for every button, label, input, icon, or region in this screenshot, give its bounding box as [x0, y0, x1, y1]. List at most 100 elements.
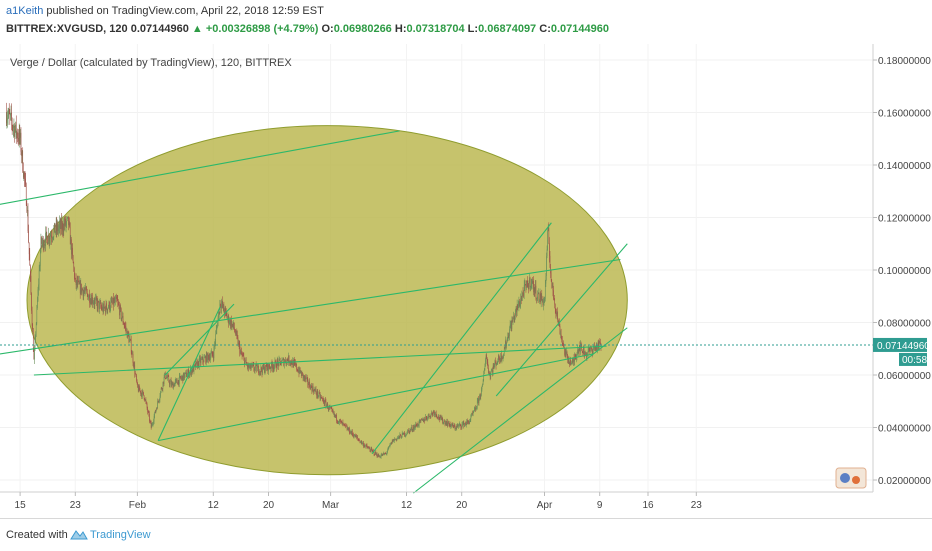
- candle-body: [108, 307, 109, 309]
- trendline[interactable]: [33, 345, 607, 376]
- candle-body: [114, 300, 116, 303]
- candle-body: [173, 384, 175, 387]
- candle-body: [254, 369, 255, 371]
- candle-body: [12, 126, 14, 129]
- candle-body: [264, 370, 266, 373]
- candle-body: [590, 347, 592, 349]
- candle-body: [368, 447, 370, 449]
- candle-body: [407, 430, 408, 434]
- candle-body: [153, 416, 155, 422]
- candle-body: [314, 389, 316, 391]
- trendline[interactable]: [0, 130, 400, 205]
- candle-body: [235, 332, 236, 335]
- candle-body: [232, 322, 234, 326]
- candle-body: [373, 451, 375, 455]
- candle-body: [332, 410, 334, 413]
- candle-body: [503, 353, 504, 356]
- candle-body: [93, 302, 95, 305]
- candle-body: [60, 219, 62, 229]
- candle-body: [451, 423, 453, 426]
- candle-body: [46, 231, 48, 237]
- candle-body: [442, 417, 443, 423]
- candle-body: [237, 334, 238, 338]
- candle-body: [511, 320, 513, 329]
- candle-body: [357, 438, 359, 440]
- candle-body: [88, 297, 89, 300]
- trendline[interactable]: [495, 243, 628, 397]
- candle-body: [299, 367, 300, 374]
- candle-body: [310, 384, 311, 390]
- candle-body: [492, 369, 493, 373]
- candle-body: [351, 431, 353, 434]
- candle-body: [264, 366, 265, 373]
- candle-body: [55, 223, 57, 232]
- candle-body: [539, 299, 540, 302]
- candle-body: [272, 367, 274, 370]
- candle-body: [418, 425, 419, 426]
- candle-body: [97, 300, 99, 308]
- candle-body: [510, 324, 511, 326]
- candle-body: [499, 359, 500, 361]
- candle-body: [262, 365, 264, 369]
- candle-body: [339, 419, 340, 423]
- candle-body: [427, 418, 428, 420]
- trendline[interactable]: [371, 222, 552, 455]
- candle-body: [356, 435, 357, 438]
- candle-body: [587, 353, 588, 355]
- candle-body: [369, 447, 370, 449]
- candle-body: [74, 277, 76, 279]
- candle-body: [566, 351, 568, 355]
- candle-body: [257, 367, 258, 372]
- candle-body: [563, 343, 564, 347]
- candle-body: [350, 431, 352, 434]
- candle-body: [571, 361, 572, 364]
- candle-body: [474, 407, 476, 409]
- candle-body: [302, 372, 303, 374]
- highlight-ellipse[interactable]: [26, 125, 628, 476]
- candle-body: [413, 427, 415, 430]
- trendline[interactable]: [0, 258, 621, 355]
- candle-body: [144, 398, 146, 401]
- trendline[interactable]: [413, 327, 628, 494]
- candle-body: [559, 321, 560, 327]
- candle-body: [167, 375, 168, 378]
- candle-body: [245, 359, 247, 364]
- candle-body: [388, 446, 390, 447]
- candle-body: [17, 138, 19, 139]
- candle-body: [285, 362, 287, 364]
- candle-body: [122, 315, 123, 318]
- candle-body: [333, 412, 335, 416]
- candle-body: [184, 374, 185, 379]
- candle-body: [205, 356, 207, 363]
- price-axis[interactable]: 0.18000000 0.16000000 0.14000000 0.12000000…: [873, 56, 931, 487]
- candle-body: [49, 235, 51, 240]
- candle-body: [165, 377, 167, 379]
- tradingview-link[interactable]: TradingView: [90, 529, 151, 541]
- candle-body: [200, 359, 202, 363]
- candle-body: [152, 423, 154, 425]
- candle-body: [105, 307, 106, 313]
- ellipse-drawing[interactable]: [26, 125, 628, 476]
- trendline-drawings[interactable]: [0, 130, 628, 494]
- chart-header: a1Keith published on TradingView.com, Ap…: [0, 0, 932, 40]
- calendar-events-icon[interactable]: [835, 467, 867, 489]
- candle-body: [528, 283, 530, 290]
- time-axis[interactable]: 15 23 Feb 12 20 Mar 12 20 Apr 9 16 23: [15, 492, 703, 511]
- candle-body: [483, 370, 485, 374]
- candle-body: [346, 425, 347, 427]
- candle-body: [410, 428, 412, 430]
- candle-body: [48, 234, 49, 243]
- price-chart[interactable]: Verge / Dollar (calculated by TradingVie…: [0, 40, 932, 518]
- candle-body: [197, 361, 199, 368]
- candle-body: [537, 292, 539, 294]
- candle-body: [57, 224, 58, 231]
- trendline[interactable]: [164, 303, 235, 376]
- candle-body: [56, 223, 58, 231]
- candle-body: [35, 334, 36, 339]
- author-link[interactable]: a1Keith: [6, 5, 44, 17]
- candle-body: [343, 423, 345, 425]
- candle-body: [405, 434, 407, 435]
- candle-body: [92, 297, 93, 304]
- candle-body: [356, 437, 358, 438]
- candle-body: [360, 440, 362, 443]
